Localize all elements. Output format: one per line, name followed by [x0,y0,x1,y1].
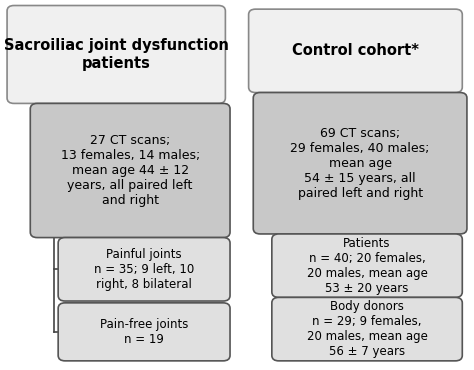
FancyBboxPatch shape [248,9,462,92]
FancyBboxPatch shape [253,92,467,234]
FancyBboxPatch shape [272,297,462,361]
FancyBboxPatch shape [7,6,226,103]
Text: Body donors
n = 29; 9 females,
20 males, mean age
56 ± 7 years: Body donors n = 29; 9 females, 20 males,… [307,300,428,358]
FancyBboxPatch shape [58,238,230,301]
Text: Control cohort*: Control cohort* [292,43,419,58]
FancyBboxPatch shape [30,103,230,238]
Text: 27 CT scans;
13 females, 14 males;
mean age 44 ± 12
years, all paired left
and r: 27 CT scans; 13 females, 14 males; mean … [61,134,200,207]
FancyBboxPatch shape [58,303,230,361]
FancyBboxPatch shape [272,234,462,297]
Text: Patients
n = 40; 20 females,
20 males, mean age
53 ± 20 years: Patients n = 40; 20 females, 20 males, m… [307,237,428,295]
Text: 69 CT scans;
29 females, 40 males;
mean age
54 ± 15 years, all
paired left and r: 69 CT scans; 29 females, 40 males; mean … [291,127,430,200]
Text: Painful joints
n = 35; 9 left, 10
right, 8 bilateral: Painful joints n = 35; 9 left, 10 right,… [94,248,194,291]
Text: Sacroiliac joint dysfunction
patients: Sacroiliac joint dysfunction patients [4,38,228,71]
Text: Pain-free joints
n = 19: Pain-free joints n = 19 [100,318,188,346]
